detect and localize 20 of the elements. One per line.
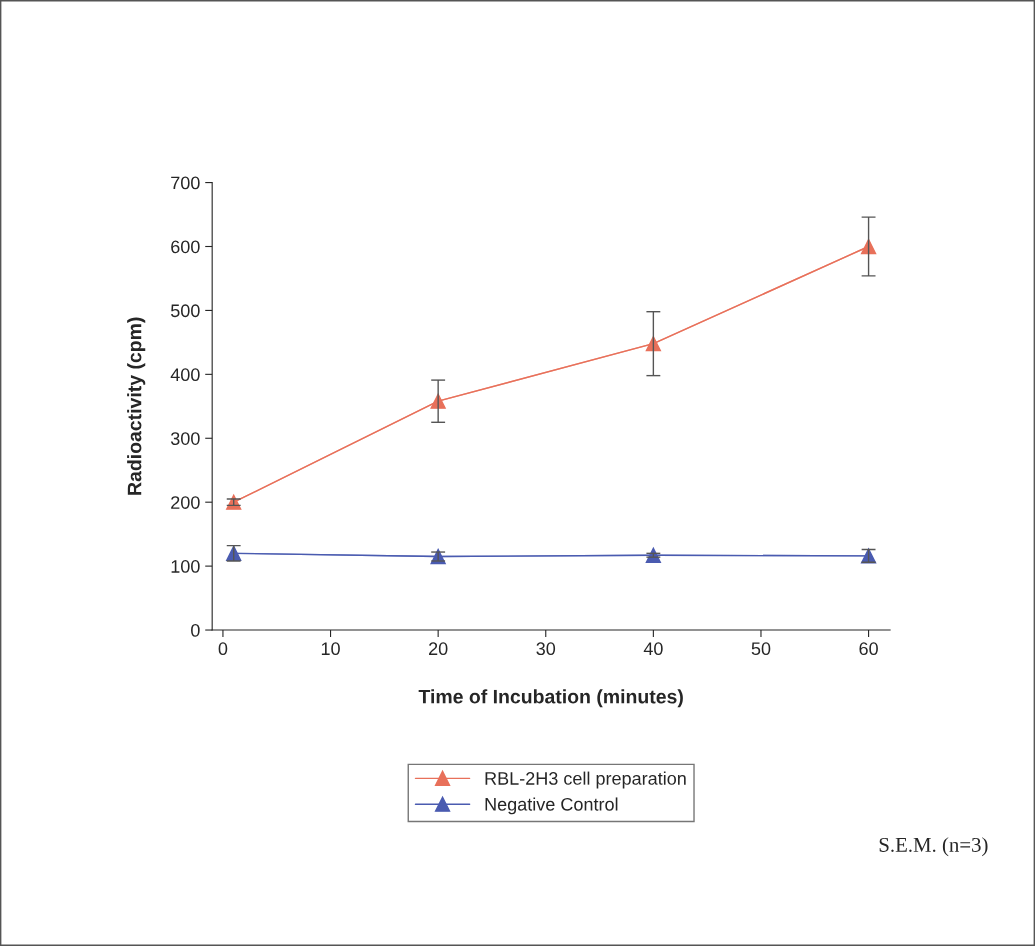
- y-tick-label: 300: [170, 432, 200, 445]
- y-tick-label: 200: [171, 496, 200, 509]
- x-tick-label: 40: [643, 642, 663, 656]
- x-tick-label: 20: [429, 642, 448, 656]
- legend-label: RBL-2H3 cell preparation: [485, 771, 686, 789]
- y-tick-label: 0: [191, 623, 200, 637]
- y-tick-label: 600: [171, 240, 200, 254]
- y-tick-label: 100: [171, 560, 200, 573]
- x-tick-label: 0: [218, 642, 228, 656]
- x-tick-label: 30: [536, 642, 556, 656]
- y-axis-title: Radioactivity (cpm): [127, 317, 146, 495]
- x-tick-label: 10: [321, 642, 340, 656]
- y-tick-label: 400: [170, 368, 200, 382]
- legend-label: Negative Control: [485, 797, 618, 815]
- y-tick-label: 700: [171, 176, 200, 190]
- x-tick-label: 60: [859, 642, 878, 656]
- text: S.E.M. (n=3): [879, 837, 988, 857]
- y-tick-label: 500: [170, 304, 200, 318]
- x-tick-label: 50: [751, 642, 771, 656]
- x-axis-title: Time of Incubation (minutes): [418, 689, 683, 708]
